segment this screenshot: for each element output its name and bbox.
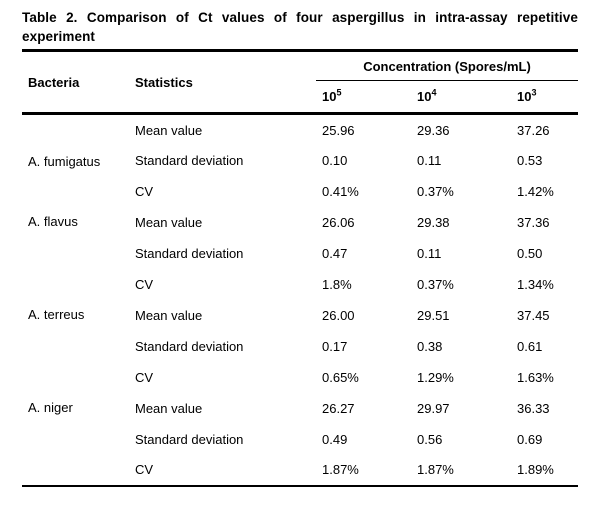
value-1e3: 1.63% — [517, 369, 554, 385]
column-header-1e5: 105 — [316, 81, 411, 114]
column-header-1e3: 103 — [511, 81, 578, 114]
table-row: CV 1.8% 0.37% 1.34% — [22, 269, 578, 300]
statistic-label: Standard deviation — [135, 245, 244, 261]
concentration-base: 10 — [322, 89, 337, 105]
table-body: A. fumigatus Mean value 25.96 29.36 37.2… — [22, 114, 578, 486]
value-1e3: 1.42% — [517, 183, 554, 199]
value-1e3: 1.34% — [517, 276, 554, 292]
value-1e3: 1.89% — [517, 462, 554, 478]
value-1e3: 37.36 — [517, 214, 550, 230]
value-1e4: 1.87% — [417, 462, 454, 478]
value-1e5: 0.65% — [322, 369, 359, 385]
statistic-label: Mean value — [135, 214, 203, 230]
table-row: A. terreus Mean value 26.00 29.51 37.45 — [22, 300, 578, 331]
table-row: CV 0.65% 1.29% 1.63% — [22, 362, 578, 393]
value-1e3: 37.45 — [517, 307, 550, 323]
value-1e5: 1.8% — [322, 276, 352, 292]
table-header: Bacteria Statistics Concentration (Spore… — [22, 50, 578, 114]
column-header-concentration: Concentration (Spores/mL) — [316, 50, 578, 82]
concentration-exponent: 3 — [531, 87, 537, 98]
header-row-sub: 105 104 103 — [22, 81, 578, 114]
statistic-label: Standard deviation — [135, 431, 244, 447]
statistic-label: CV — [135, 369, 154, 385]
statistic-label: Mean value — [135, 400, 203, 416]
value-1e4: 0.11 — [417, 152, 442, 168]
value-1e3: 0.61 — [517, 338, 543, 354]
statistic-label: Standard deviation — [135, 152, 244, 168]
concentration-exponent: 4 — [431, 87, 437, 98]
value-1e3: 0.69 — [517, 431, 543, 447]
ct-values-table: Bacteria Statistics Concentration (Spore… — [22, 49, 578, 487]
value-1e5: 26.27 — [322, 400, 355, 416]
value-1e4: 0.37% — [417, 276, 454, 292]
statistic-label: Mean value — [135, 122, 203, 138]
value-1e4: 0.38 — [417, 338, 443, 354]
statistic-label: CV — [135, 276, 154, 292]
column-header-bacteria: Bacteria — [28, 74, 80, 90]
column-header-1e4: 104 — [411, 81, 511, 114]
concentration-base: 10 — [517, 89, 532, 105]
value-1e5: 0.17 — [322, 338, 348, 354]
table-caption: Table 2. Comparison of Ct values of four… — [22, 10, 578, 45]
value-1e3: 0.50 — [517, 245, 543, 261]
concentration-exponent: 5 — [336, 87, 342, 98]
value-1e4: 29.36 — [417, 122, 450, 138]
statistic-label: Mean value — [135, 307, 203, 323]
column-header-statistics: Statistics — [135, 74, 193, 90]
value-1e3: 36.33 — [517, 400, 550, 416]
value-1e4: 1.29% — [417, 369, 454, 385]
concentration-base: 10 — [417, 89, 432, 105]
value-1e5: 0.47 — [322, 245, 348, 261]
value-1e3: 0.53 — [517, 152, 543, 168]
bacteria-name: A. niger — [28, 399, 73, 415]
table-row: Standard deviation 0.49 0.56 0.69 — [22, 424, 578, 455]
table-row: A. fumigatus Mean value 25.96 29.36 37.2… — [22, 114, 578, 169]
value-1e4: 29.97 — [417, 400, 450, 416]
value-1e4: 0.56 — [417, 431, 443, 447]
table-row: A. flavus Mean value 26.06 29.38 37.36 — [22, 207, 578, 238]
document-page: Table 2. Comparison of Ct values of four… — [22, 10, 578, 487]
table-row: Standard deviation 0.47 0.11 0.50 — [22, 238, 578, 269]
value-1e5: 1.87% — [322, 462, 359, 478]
value-1e4: 0.11 — [417, 245, 442, 261]
table-row: Standard deviation 0.10 0.11 0.53 — [22, 145, 578, 176]
table-row: A. niger Mean value 26.27 29.97 36.33 — [22, 393, 578, 424]
value-1e5: 25.96 — [322, 122, 355, 138]
value-1e5: 0.49 — [322, 431, 348, 447]
value-1e4: 29.38 — [417, 214, 450, 230]
value-1e4: 29.51 — [417, 307, 450, 323]
table-row: CV 0.41% 0.37% 1.42% — [22, 176, 578, 207]
statistic-label: CV — [135, 462, 154, 478]
value-1e3: 37.26 — [517, 122, 550, 138]
table-row: Standard deviation 0.17 0.38 0.61 — [22, 331, 578, 362]
statistic-label: CV — [135, 183, 154, 199]
header-row-top: Bacteria Statistics Concentration (Spore… — [22, 50, 578, 90]
value-1e5: 26.00 — [322, 307, 355, 323]
statistic-label: Standard deviation — [135, 338, 244, 354]
table-row: CV 1.87% 1.87% 1.89% — [22, 455, 578, 486]
value-1e4: 0.37% — [417, 183, 454, 199]
bacteria-name: A. fumigatus — [28, 153, 101, 169]
bacteria-name: A. flavus — [28, 213, 78, 229]
value-1e5: 26.06 — [322, 214, 355, 230]
value-1e5: 0.10 — [322, 152, 348, 168]
value-1e5: 0.41% — [322, 183, 359, 199]
bacteria-name: A. terreus — [28, 306, 85, 322]
